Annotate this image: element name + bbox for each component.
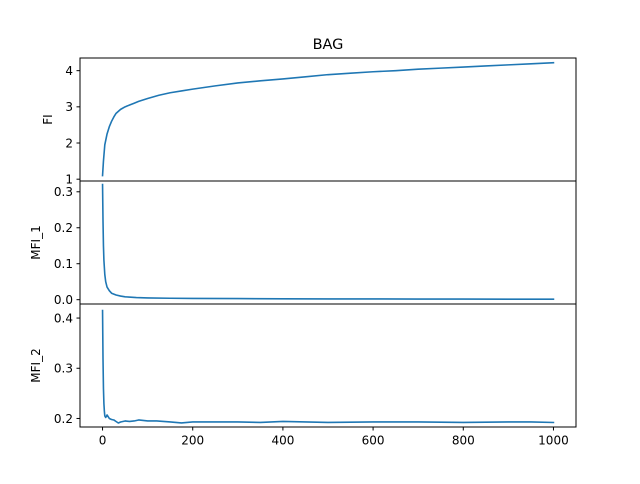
y-tick-label: 0.1 [54, 257, 73, 271]
y-tick-label: 4 [65, 64, 73, 78]
x-tick-label: 800 [452, 434, 475, 448]
y-axis-label-mfi-1: MFI_1 [29, 225, 43, 259]
y-axis-label-fi: FI [41, 114, 55, 124]
x-tick-label: 200 [181, 434, 204, 448]
series-line-mfi-2 [101, 309, 555, 424]
shared-x-axis: 0 200 400 600 800 1000 [99, 427, 569, 448]
y-tick-label: 0.4 [54, 311, 73, 325]
x-tick-label: 400 [271, 434, 294, 448]
y-tick-label: 1 [65, 172, 73, 186]
y-tick-label: 0.2 [54, 221, 73, 235]
y-tick-label: 0.2 [54, 412, 73, 426]
y-tick-label: 2 [65, 136, 73, 150]
x-tick-label: 1000 [538, 434, 569, 448]
y-tick-label: 3 [65, 100, 73, 114]
panel-3: 0.2 0.3 0.4 MFI_2 [29, 303, 577, 428]
series-line-mfi-1 [101, 183, 555, 300]
chart-title: BAG [313, 37, 344, 53]
chart-panels: 1 2 3 4 FI 0.0 0.1 0.2 0.3 MFI_1 0.2 0.3 0.4 MFI_2 [29, 57, 577, 428]
series-line-fi [101, 61, 555, 177]
x-tick-label: 0 [99, 434, 107, 448]
y-tick-label: 0.3 [54, 185, 73, 199]
y-tick-label: 0.0 [54, 293, 73, 307]
panel-frame-3 [79, 303, 577, 428]
x-tick-label: 600 [362, 434, 385, 448]
y-axis-label-mfi-2: MFI_2 [29, 348, 43, 382]
y-tick-label: 0.3 [54, 362, 73, 376]
